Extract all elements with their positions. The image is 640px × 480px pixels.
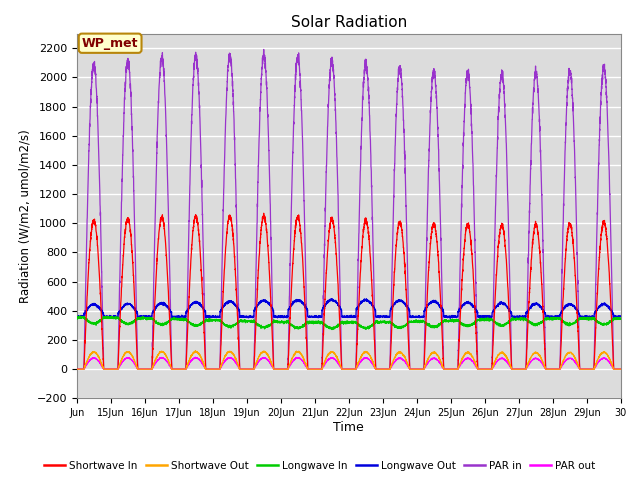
- Y-axis label: Radiation (W/m2, umol/m2/s): Radiation (W/m2, umol/m2/s): [18, 129, 31, 303]
- X-axis label: Time: Time: [333, 421, 364, 434]
- Text: WP_met: WP_met: [82, 37, 138, 50]
- Title: Solar Radiation: Solar Radiation: [291, 15, 407, 30]
- Legend: Shortwave In, Shortwave Out, Longwave In, Longwave Out, PAR in, PAR out: Shortwave In, Shortwave Out, Longwave In…: [40, 456, 600, 475]
